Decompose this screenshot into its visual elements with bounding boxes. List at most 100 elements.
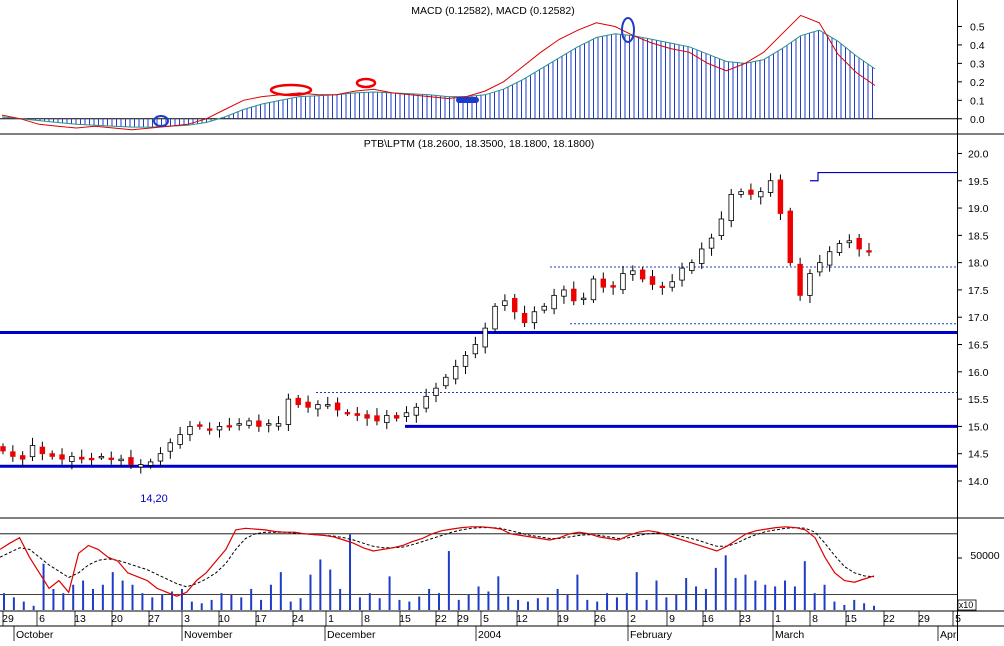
- candle-up: [689, 262, 695, 271]
- candle-down: [659, 285, 666, 289]
- day-label: 8: [364, 613, 370, 625]
- candle-up: [433, 387, 439, 396]
- candle-down: [344, 412, 351, 415]
- candle-up: [403, 412, 410, 417]
- price-tick-label: 19.0: [968, 203, 989, 215]
- candle-down: [49, 453, 55, 457]
- candle-up: [846, 240, 853, 244]
- day-label: 1: [328, 613, 334, 625]
- month-label: Apr: [940, 629, 957, 641]
- candle-down: [374, 415, 380, 422]
- candle-down: [88, 457, 95, 461]
- candle-up: [138, 464, 144, 468]
- candle-up: [98, 456, 105, 459]
- candle-down: [206, 428, 213, 431]
- oscillator-d-line: [0, 527, 875, 588]
- macd-tick-label: 0.1: [970, 95, 985, 107]
- candle-up: [285, 398, 292, 425]
- day-label: 27: [148, 613, 160, 625]
- candle-up: [767, 180, 774, 193]
- candle-down: [393, 415, 400, 419]
- candle-up: [758, 191, 764, 198]
- price-tick-label: 18.5: [968, 230, 989, 242]
- candle-up: [325, 404, 331, 407]
- candle-up: [679, 267, 685, 281]
- volume-multiplier: x10: [959, 600, 974, 610]
- candle-down: [108, 457, 114, 460]
- price-tick-label: 14.0: [968, 476, 989, 488]
- day-label: 23: [739, 613, 751, 625]
- price-tick-label: 16.5: [968, 340, 989, 352]
- macd-tick-label: 0.2: [970, 77, 985, 89]
- macd-signal-line: [1, 29, 876, 128]
- price-tick-label: 19.5: [968, 176, 989, 188]
- candle-up: [620, 273, 626, 291]
- candle-up: [836, 243, 843, 253]
- candle-down: [571, 288, 577, 302]
- candle-down: [364, 414, 370, 419]
- price-tick-label: 15.0: [968, 421, 989, 433]
- macd-tick-label: 0.3: [970, 58, 985, 70]
- month-label: November: [184, 629, 233, 641]
- candle-up: [728, 193, 734, 222]
- candle-down: [0, 446, 6, 452]
- candle-up: [29, 445, 36, 458]
- candle-down: [600, 278, 606, 288]
- price-tick-label: 16.0: [968, 367, 989, 379]
- candle-down: [512, 297, 518, 313]
- candle-down: [19, 455, 26, 460]
- candle-up: [492, 305, 498, 330]
- candle-up: [315, 404, 321, 410]
- candle-down: [354, 413, 360, 416]
- candle-up: [718, 218, 725, 237]
- price-tick-label: 14.5: [968, 449, 989, 461]
- candle-down: [10, 451, 16, 457]
- candle-down: [334, 402, 341, 411]
- candle-up: [502, 300, 508, 306]
- day-label: 5: [955, 613, 961, 625]
- candle-down: [305, 401, 311, 408]
- candle-down: [866, 250, 872, 253]
- candle-up: [187, 425, 193, 435]
- price-title: PTB\LPTM (18.2600, 18.3500, 18.1800, 18.…: [364, 138, 595, 150]
- day-label: 10: [218, 613, 230, 625]
- x-axis: 29 6 13 20 27 3 10 17 24 1 8 15 22 29 5 12 19 26 2 9 16 23 1 8 1…: [2, 611, 961, 641]
- candle-down: [797, 263, 803, 296]
- candle-up: [177, 434, 183, 445]
- resistance-line: [810, 171, 957, 182]
- candle-up: [541, 305, 547, 311]
- candle-up: [118, 458, 124, 462]
- candle-up: [384, 415, 390, 423]
- day-label: 9: [669, 613, 675, 625]
- day-label: 15: [399, 613, 411, 625]
- macd-title: MACD (0.12582), MACD (0.12582): [411, 5, 574, 17]
- candle-up: [472, 344, 479, 355]
- day-label: 12: [516, 613, 528, 625]
- day-label: 22: [883, 613, 895, 625]
- candle-down: [856, 237, 862, 250]
- day-label: 17: [255, 613, 267, 625]
- candle-up: [167, 442, 173, 452]
- month-label: February: [630, 629, 673, 641]
- candle-down: [226, 425, 233, 428]
- candle-down: [777, 179, 784, 214]
- candle-up: [551, 294, 557, 310]
- highlight-pill: [456, 97, 479, 103]
- day-label: 29: [918, 613, 930, 625]
- volume-tick-label: 50000: [970, 550, 999, 562]
- candle-down: [295, 397, 301, 405]
- price-panel: 20.0 19.5 19.0 18.5 18.0 17.5 17.0 16.5 16.0 15.5…: [0, 148, 989, 488]
- candle-up: [452, 365, 459, 380]
- candle-down: [197, 424, 203, 427]
- candle-down: [128, 457, 134, 466]
- month-label: 2004: [478, 629, 502, 641]
- candle-up: [531, 311, 538, 324]
- candle-up: [69, 456, 75, 462]
- candle-up: [807, 273, 813, 296]
- highlight-circle: [153, 115, 169, 127]
- candle-up: [147, 461, 154, 466]
- candle-down: [639, 269, 646, 280]
